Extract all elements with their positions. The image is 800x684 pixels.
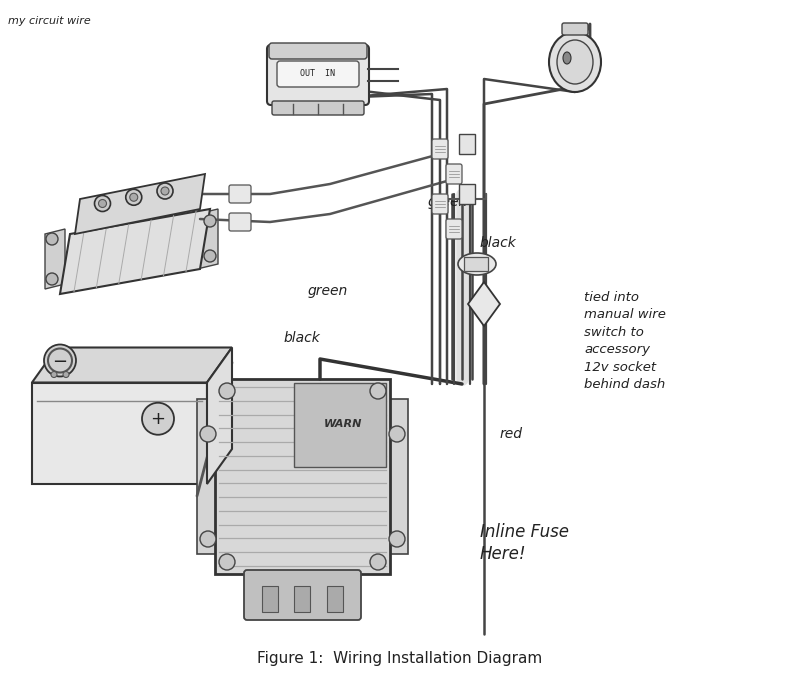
Bar — [327, 586, 343, 612]
Circle shape — [219, 554, 235, 570]
Text: tied into
manual wire
switch to
accessory
12v socket
behind dash: tied into manual wire switch to accessor… — [584, 291, 666, 391]
FancyBboxPatch shape — [267, 45, 369, 105]
Bar — [459, 184, 475, 204]
Circle shape — [142, 403, 174, 435]
Text: Inline Fuse
Here!: Inline Fuse Here! — [480, 523, 569, 564]
Circle shape — [389, 531, 405, 547]
Bar — [32, 382, 207, 484]
FancyBboxPatch shape — [432, 139, 448, 159]
Circle shape — [126, 189, 142, 205]
Text: black: black — [480, 236, 517, 250]
Text: black: black — [140, 366, 177, 380]
FancyBboxPatch shape — [446, 219, 462, 239]
Polygon shape — [468, 282, 500, 326]
Circle shape — [63, 371, 69, 378]
Polygon shape — [60, 209, 210, 294]
Bar — [386, 399, 408, 554]
Text: WARN: WARN — [323, 419, 362, 429]
Polygon shape — [75, 174, 205, 234]
Circle shape — [44, 345, 76, 376]
Circle shape — [219, 383, 235, 399]
FancyBboxPatch shape — [272, 101, 364, 115]
FancyBboxPatch shape — [432, 194, 448, 214]
Text: Figure 1:  Wiring Installation Diagram: Figure 1: Wiring Installation Diagram — [258, 651, 542, 666]
Text: green: green — [308, 284, 348, 298]
FancyBboxPatch shape — [277, 61, 359, 87]
Circle shape — [200, 531, 216, 547]
Bar — [215, 379, 390, 574]
Bar — [464, 257, 488, 271]
Circle shape — [161, 187, 169, 195]
Circle shape — [46, 273, 58, 285]
Circle shape — [98, 200, 106, 207]
Circle shape — [370, 554, 386, 570]
Text: $-$: $-$ — [53, 352, 67, 369]
Circle shape — [130, 194, 138, 201]
FancyBboxPatch shape — [446, 164, 462, 184]
Polygon shape — [32, 347, 232, 382]
Circle shape — [94, 196, 110, 211]
Circle shape — [389, 426, 405, 442]
Circle shape — [204, 250, 216, 262]
Text: $+$: $+$ — [150, 410, 166, 428]
Bar — [459, 134, 475, 154]
Text: my circuit wire: my circuit wire — [8, 16, 90, 26]
FancyBboxPatch shape — [229, 213, 251, 231]
Ellipse shape — [458, 253, 496, 275]
Polygon shape — [197, 209, 218, 269]
Ellipse shape — [563, 52, 571, 64]
Bar — [294, 586, 310, 612]
FancyBboxPatch shape — [562, 23, 588, 35]
Circle shape — [204, 215, 216, 227]
Circle shape — [200, 426, 216, 442]
Text: black: black — [284, 332, 321, 345]
Text: OUT  IN: OUT IN — [301, 70, 335, 79]
Circle shape — [157, 183, 173, 199]
Text: red: red — [500, 428, 523, 441]
FancyBboxPatch shape — [269, 43, 367, 59]
Ellipse shape — [549, 32, 601, 92]
Polygon shape — [294, 383, 386, 466]
Polygon shape — [45, 229, 65, 289]
Text: green: green — [428, 195, 468, 209]
Bar — [197, 399, 219, 554]
FancyBboxPatch shape — [244, 570, 361, 620]
FancyBboxPatch shape — [229, 185, 251, 203]
Circle shape — [370, 383, 386, 399]
Circle shape — [51, 371, 57, 378]
Circle shape — [46, 233, 58, 245]
Ellipse shape — [557, 40, 593, 84]
Polygon shape — [207, 347, 232, 484]
Bar — [262, 586, 278, 612]
